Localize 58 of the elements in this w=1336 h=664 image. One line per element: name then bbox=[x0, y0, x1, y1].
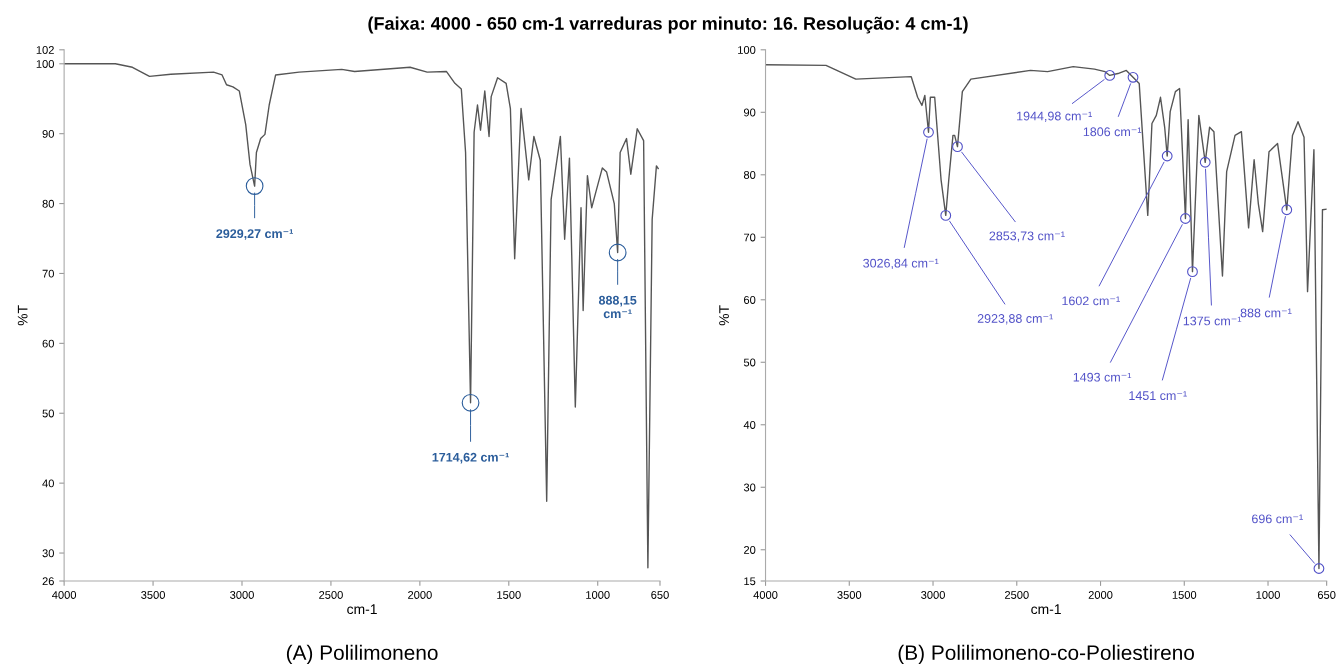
y-tick-label: 60 bbox=[744, 296, 756, 304]
line-series bbox=[64, 63, 659, 569]
y-tick-label: 102 bbox=[36, 46, 54, 54]
x-tick-label: 2000 bbox=[408, 591, 432, 599]
x-tick-label: 650 bbox=[1317, 591, 1336, 599]
chart-title: (Faixa: 4000 - 650 cm-1 varreduras por minuto: 16. Resolução: 4 cm-1) bbox=[368, 16, 968, 34]
y-tick-label: 90 bbox=[42, 129, 54, 138]
y-tick-label: 70 bbox=[42, 269, 54, 278]
x-tick-label: 3000 bbox=[230, 591, 254, 599]
x-axis-title: cm-1 bbox=[347, 604, 377, 615]
x-tick-label: 1500 bbox=[497, 591, 521, 599]
x-tick-label: 3500 bbox=[141, 591, 165, 599]
x-tick-label: 2500 bbox=[1004, 591, 1029, 599]
x-tick-label: 2000 bbox=[1088, 591, 1113, 599]
annotation: 1714,62 cm⁻¹ bbox=[432, 452, 509, 464]
y-tick-label: 30 bbox=[743, 483, 756, 492]
y-tick-label: 50 bbox=[42, 409, 54, 418]
x-tick-label: 1000 bbox=[1256, 591, 1280, 599]
x-tick-label: 650 bbox=[651, 591, 669, 599]
y-tick-label: 15 bbox=[744, 577, 756, 586]
annotation: 1806 cm⁻¹ bbox=[1083, 127, 1142, 137]
annotation: 888 cm⁻¹ bbox=[1240, 308, 1292, 318]
y-tick-label: 90 bbox=[743, 108, 756, 117]
x-tick-label: 3500 bbox=[837, 591, 862, 599]
x-tick-label: 1000 bbox=[586, 591, 610, 599]
y-tick-label: 40 bbox=[42, 479, 54, 488]
annotation: 3026,84 cm⁻¹ bbox=[863, 258, 939, 270]
x-tick-label: 4000 bbox=[753, 591, 778, 599]
y-tick-label: 80 bbox=[42, 199, 54, 208]
annotation: 1944,98 cm⁻¹ bbox=[1017, 111, 1092, 122]
annotation: 888,15 cm⁻¹ bbox=[598, 295, 637, 319]
annotation: 1451 cm⁻¹ bbox=[1129, 391, 1187, 401]
annotation: 2853,73 cm⁻¹ bbox=[989, 231, 1065, 242]
annotation: 1602 cm⁻¹ bbox=[1062, 296, 1120, 306]
y-tick-label: 60 bbox=[42, 339, 54, 348]
x-tick-label: 1500 bbox=[1172, 591, 1197, 599]
y-tick-label: 40 bbox=[743, 421, 756, 429]
x-axis-title: cm-1 bbox=[1031, 604, 1061, 615]
y-axis-title: %T bbox=[17, 305, 28, 326]
annotation: 1375 cm⁻¹ bbox=[1183, 316, 1242, 326]
y-tick-label: 100 bbox=[738, 46, 756, 54]
annotation: 1493 cm⁻¹ bbox=[1073, 372, 1132, 382]
y-tick-label: 20 bbox=[744, 546, 756, 554]
y-tick-label: 26 bbox=[42, 577, 54, 586]
y-tick-label: 80 bbox=[743, 171, 756, 179]
y-tick-label: 100 bbox=[36, 60, 54, 68]
x-tick-label: 2500 bbox=[319, 591, 343, 599]
y-axis-title: %T bbox=[719, 305, 729, 326]
annotation: 696 cm⁻¹ bbox=[1252, 514, 1303, 524]
text: (A) Polilimoneno bbox=[286, 644, 438, 664]
x-tick-label: 3000 bbox=[921, 591, 945, 599]
y-tick-label: 50 bbox=[743, 358, 756, 367]
text: (B) Polilimoneno-co-Poliestireno bbox=[898, 644, 1195, 664]
y-tick-label: 30 bbox=[42, 549, 54, 558]
y-tick-label: 70 bbox=[744, 233, 756, 242]
annotation: 2929,27 cm⁻¹ bbox=[216, 229, 293, 240]
x-tick-label: 4000 bbox=[52, 591, 77, 599]
annotation: 2923,88 cm⁻¹ bbox=[977, 314, 1053, 325]
